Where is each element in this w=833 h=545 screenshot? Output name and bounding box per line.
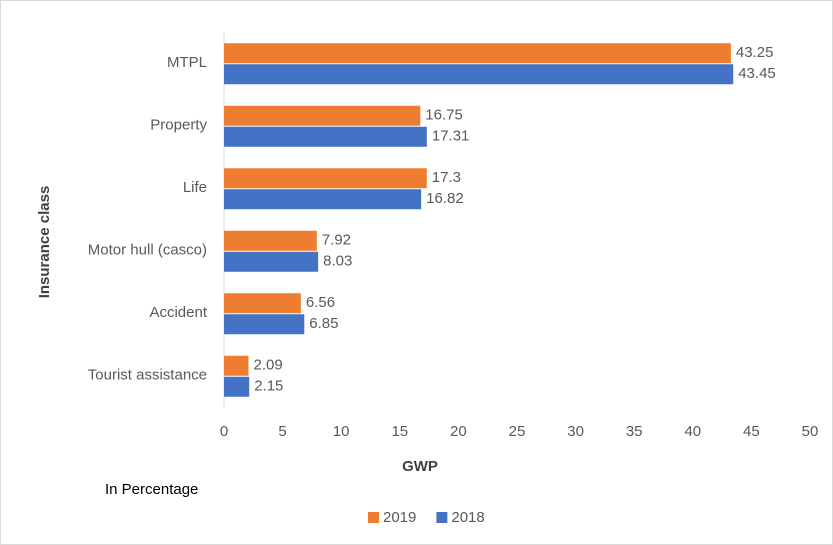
data-label: 7.92: [322, 232, 351, 249]
bar: [224, 126, 427, 147]
y-tick-label: MTPL: [167, 54, 207, 71]
data-label: 6.85: [309, 315, 338, 332]
data-label: 16.82: [426, 190, 464, 207]
data-label: 43.45: [738, 65, 776, 82]
x-tick-label: 35: [626, 423, 643, 440]
y-tick-label: Property: [150, 117, 207, 134]
bar: [224, 168, 427, 189]
x-tick-label: 45: [743, 423, 760, 440]
bar: [224, 64, 734, 85]
y-tick-label: Accident: [149, 304, 207, 321]
x-tick-label: 30: [567, 423, 584, 440]
data-label: 43.25: [736, 44, 774, 61]
bar: [224, 230, 317, 251]
x-tick-label: 10: [333, 423, 350, 440]
y-tick-label: Tourist assistance: [88, 367, 207, 384]
x-tick-label: 20: [450, 423, 467, 440]
bar: [224, 43, 731, 64]
x-tick-label: 25: [509, 423, 526, 440]
bar: [224, 314, 305, 335]
data-label: 2.15: [254, 378, 283, 395]
y-tick-label: Life: [183, 179, 207, 196]
data-label: 8.03: [323, 253, 352, 270]
bar: [224, 293, 301, 314]
data-label: 17.31: [432, 128, 470, 145]
data-label: 6.56: [306, 294, 335, 311]
bar: [224, 251, 319, 272]
y-tick-label: Motor hull (casco): [88, 242, 207, 259]
y-axis-title: Insurance class: [36, 186, 53, 299]
annotation: In Percentage: [105, 481, 198, 498]
legend-label: 2019: [383, 509, 416, 526]
x-tick-label: 0: [220, 423, 228, 440]
x-tick-label: 5: [278, 423, 286, 440]
bar: [224, 105, 421, 126]
x-tick-label: 15: [391, 423, 408, 440]
x-axis-title: GWP: [402, 458, 438, 475]
legend-swatch: [436, 512, 448, 523]
x-tick-label: 50: [802, 423, 819, 440]
bar: [224, 376, 250, 397]
data-label: 17.3: [432, 169, 461, 186]
legend-label: 2018: [451, 509, 484, 526]
bar: [224, 355, 249, 376]
legend-swatch: [368, 512, 379, 523]
x-tick-label: 40: [684, 423, 701, 440]
data-label: 16.75: [425, 107, 463, 124]
bar: [224, 189, 422, 210]
data-label: 2.09: [253, 357, 282, 374]
